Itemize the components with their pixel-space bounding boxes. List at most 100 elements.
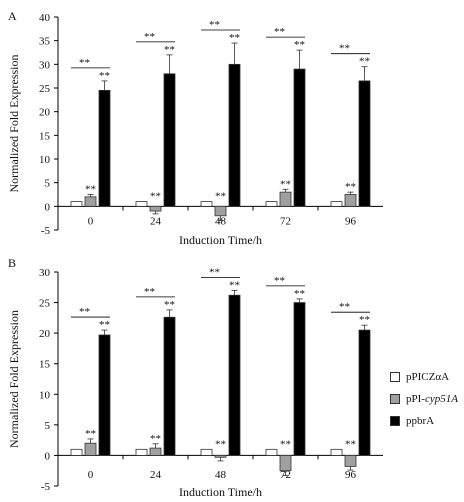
panel-b-sig-ppbra: ** [229, 279, 240, 291]
panel-a-sig-bracket-label: ** [79, 57, 90, 69]
panel-a-bar-ppi-cyp51a-96 [344, 194, 357, 207]
panel-a-y-tick-label: 40 [39, 12, 51, 24]
panel-a-bar-ppbra-24 [163, 73, 176, 207]
panel-b-sig-ppbra: ** [164, 299, 175, 311]
panel-b-sig-ppbra: ** [359, 314, 370, 326]
panel-b-y-tick-label: 0 [45, 450, 51, 462]
panel-a-bar-ppbra-96 [358, 80, 371, 207]
panel-b-bar-ppicz-a-24 [135, 448, 148, 456]
panel-b-bar-ppbra-24 [163, 316, 176, 456]
panel-a-y-tick-label: 0 [45, 201, 51, 213]
panel-b-bar-ppi-cyp51a-48 [214, 455, 227, 458]
panel-b-sig-cyp51a: ** [150, 433, 161, 445]
panel-a-sig-cyp51a: ** [215, 191, 226, 203]
panel-a-y-tick-label: 15 [39, 130, 51, 142]
panel-b-x-tick-label: 96 [345, 469, 357, 481]
legend-item-ppiczaa: pPICZαA [390, 366, 464, 388]
panel-a-sig-cyp51a: ** [280, 178, 291, 190]
panel-b-bar-ppicz-a-48 [200, 448, 213, 456]
panel-b-x-tick-label: 48 [215, 469, 227, 481]
panel-b-bar-ppi-cyp51a-0 [84, 442, 97, 456]
panel-b-sig-bracket-label: ** [209, 266, 220, 278]
panel-b-label: B [8, 256, 16, 270]
panel-b-x-tick-label: 0 [88, 469, 94, 481]
panel-a-label: A [8, 9, 17, 23]
panel-b-bar-ppbra-96 [358, 329, 371, 456]
panel-b-sig-ppbra: ** [294, 288, 305, 300]
panel-b-sig-ppbra: ** [99, 319, 110, 331]
panel-b-x-tick-label: 24 [150, 469, 162, 481]
panel-a-bar-ppi-cyp51a-72 [279, 191, 292, 207]
panel-b-y-tick-label: 30 [39, 267, 51, 279]
panel-a-y-tick-label: 20 [39, 107, 51, 119]
panel-b-bar-ppi-cyp51a-96 [344, 455, 357, 467]
panel-b-bar-ppicz-a-96 [330, 448, 343, 456]
panel-a-y-tick-label: 35 [39, 36, 51, 48]
panel-a-bar-ppi-cyp51a-24 [149, 205, 162, 212]
panel-a-bar-ppbra-72 [293, 68, 306, 207]
panel-b-sig-cyp51a: ** [85, 428, 96, 440]
panel-a-y-tick-label: 25 [39, 83, 51, 95]
panel-a-sig-cyp51a: ** [150, 191, 161, 203]
panel-b-sig-bracket-label: ** [79, 306, 90, 318]
panel-a-sig-bracket-label: ** [274, 26, 285, 38]
panel-b-bar-ppbra-0 [98, 334, 111, 456]
panel-a-sig-bracket-label: ** [209, 19, 220, 31]
panel-a-sig-ppbra: ** [229, 32, 240, 44]
panel-b-bar-ppicz-a-0 [70, 448, 83, 456]
panel-a-sig-ppbra: ** [359, 56, 370, 68]
panel-a-y-tick-label: -5 [41, 225, 51, 237]
panel-a-bar-ppicz-a-24 [135, 201, 148, 207]
panel-a-x-tick-label: 0 [88, 216, 94, 228]
panel-a-bar-ppbra-48 [228, 63, 241, 207]
panel-a-sig-bracket-label: ** [144, 31, 155, 43]
panel-a-bar-ppicz-a-72 [265, 201, 278, 207]
panel-a-ylabel: Normalized Fold Expression [7, 55, 21, 193]
panel-b-y-tick-label: 10 [39, 389, 51, 401]
panel-a-y-tick-label: 5 [45, 178, 51, 190]
panel-b-bar-ppicz-a-72 [265, 448, 278, 456]
panel-a-sig-bracket-label: ** [339, 43, 350, 55]
panel-b-y-tick-label: 25 [39, 298, 51, 310]
panel-b-y-tick-label: -5 [41, 481, 51, 493]
panel-a-x-tick-label: 96 [345, 216, 357, 228]
panel-a-y-tick-label: 30 [39, 59, 51, 71]
panel-a-sig-cyp51a: ** [85, 184, 96, 196]
panel-b-bar-ppi-cyp51a-72 [279, 455, 292, 472]
panel-a-x-tick-label: 48 [215, 216, 227, 228]
panel-a-y-tick-label: 10 [39, 154, 51, 166]
panel-b-y-tick-label: 15 [39, 359, 51, 371]
panel-b-xlabel: Induction Time/h [179, 485, 262, 499]
panel-a-sig-ppbra: ** [164, 44, 175, 56]
panel-b-bar-ppbra-48 [228, 294, 241, 456]
panel-a-sig-ppbra: ** [99, 70, 110, 82]
panel-a-bar-ppbra-0 [98, 89, 111, 207]
panel-b-sig-bracket-label: ** [339, 301, 350, 313]
panel-a-bar-ppicz-a-48 [200, 201, 213, 207]
panel-b-ylabel: Normalized Fold Expression [7, 310, 21, 448]
panel-b-sig-cyp51a: ** [280, 438, 291, 450]
legend-swatch-ppbra [390, 416, 400, 426]
panel-a-bar-ppi-cyp51a-48 [214, 205, 227, 217]
legend-item-ppi-cyp51a: pPI-cyp51A [390, 388, 464, 410]
legend-swatch-ppiczaa [390, 372, 400, 382]
legend-label-ppiczaa: pPICZαA [406, 371, 450, 383]
panel-b-sig-bracket-label: ** [274, 275, 285, 287]
panel-a-bar-ppicz-a-0 [70, 201, 83, 207]
panel-b-sig-cyp51a: ** [215, 438, 226, 450]
panel-a-bar-ppi-cyp51a-0 [84, 196, 97, 207]
legend-label-ppbra: ppbrA [406, 415, 435, 427]
panel-a-bar-ppicz-a-96 [330, 201, 343, 207]
panel-b-sig-bracket-label: ** [144, 286, 155, 298]
panel-a-sig-ppbra: ** [294, 39, 305, 51]
panel-b-y-tick-label: 5 [45, 420, 51, 432]
legend-swatch-ppi-cyp51a [390, 394, 400, 404]
panel-a-xlabel: Induction Time/h [179, 233, 262, 247]
legend-label-ppi-cyp51a: pPI-cyp51A [406, 393, 458, 405]
panel-b-sig-cyp51a: ** [345, 438, 356, 450]
panel-a-sig-cyp51a: ** [345, 181, 356, 193]
panel-b-bar-ppi-cyp51a-24 [149, 447, 162, 456]
panel-a-x-tick-label: 24 [150, 216, 162, 228]
panel-b-bar-ppbra-72 [293, 302, 306, 456]
